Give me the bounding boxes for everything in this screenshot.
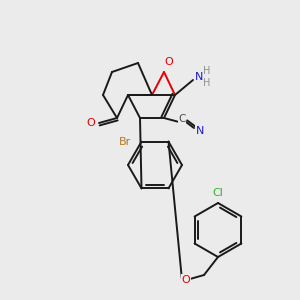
Text: Br: Br bbox=[119, 136, 132, 147]
Text: H: H bbox=[203, 66, 211, 76]
Text: C: C bbox=[178, 114, 186, 124]
Text: Cl: Cl bbox=[213, 188, 224, 198]
Text: N: N bbox=[195, 72, 203, 82]
Text: H: H bbox=[203, 78, 211, 88]
Text: O: O bbox=[182, 275, 190, 285]
Text: O: O bbox=[87, 118, 95, 128]
Text: O: O bbox=[165, 57, 173, 67]
Text: N: N bbox=[196, 126, 204, 136]
